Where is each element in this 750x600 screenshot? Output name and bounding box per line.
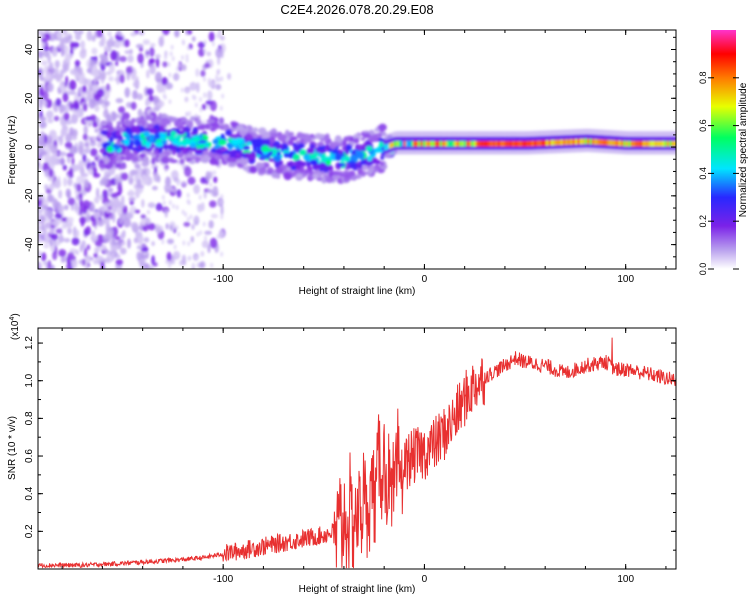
snr-multiplier-base: (x10 bbox=[10, 320, 21, 340]
snr-panel: -100 0 100 0.2 0.4 0.6 0.8 1.0 1.2 Height of str… bbox=[7, 313, 677, 595]
spectrogram-x-label: Height of straight line (km) bbox=[299, 286, 416, 297]
snr-x-tick-label: 0 bbox=[422, 574, 428, 585]
snr-y-tick-label: 1.2 bbox=[24, 336, 35, 350]
snr-multiplier: (x104) bbox=[9, 313, 21, 340]
spectrogram-frame bbox=[37, 29, 677, 270]
colorbar-tick-label: 0.8 bbox=[698, 72, 708, 85]
snr-x-tick-label: 100 bbox=[617, 574, 634, 585]
snr-x-label: Height of straight line (km) bbox=[299, 584, 416, 595]
spectrogram-x-tick-label: -100 bbox=[213, 274, 233, 285]
snr-y-tick-label: 0.4 bbox=[24, 486, 35, 500]
spectrogram-y-tick-label: -40 bbox=[24, 237, 35, 252]
snr-ticks: -100 0 100 0.2 0.4 0.6 0.8 1.0 1.2 bbox=[24, 328, 676, 585]
colorbar: 0.0 0.2 0.4 0.6 0.8 Normalized spectral ampl… bbox=[698, 30, 749, 275]
spectrogram-y-tick-label: 0 bbox=[24, 144, 35, 150]
snr-line bbox=[38, 337, 676, 569]
spectrogram-y-tick-label: 20 bbox=[24, 92, 35, 104]
snr-series bbox=[38, 337, 676, 569]
colorbar-gradient bbox=[711, 30, 736, 269]
snr-x-tick-label: -100 bbox=[213, 574, 233, 585]
snr-y-label: SNR (10 * v/v) bbox=[7, 416, 18, 480]
spectrogram-y-tick-label: 40 bbox=[24, 44, 35, 56]
snr-frame bbox=[37, 327, 677, 570]
colorbar-ticks: 0.0 0.2 0.4 0.6 0.8 bbox=[698, 72, 739, 276]
colorbar-tick-label: 0.0 bbox=[698, 263, 708, 276]
snr-y-tick-label: 1.0 bbox=[24, 373, 35, 387]
colorbar-label: Normalized spectral amplitude bbox=[738, 82, 749, 217]
snr-y-tick-label: 0.6 bbox=[24, 449, 35, 463]
spectrogram-x-tick-label: 0 bbox=[422, 274, 428, 285]
snr-y-tick-label: 0.8 bbox=[24, 411, 35, 425]
spectrogram-ticks: -100 0 100 -40 -20 0 20 40 bbox=[24, 30, 676, 285]
snr-y-tick-label: 0.2 bbox=[24, 524, 35, 538]
snr-multiplier-exponent: 4 bbox=[9, 317, 16, 321]
spectrogram-panel: -100 0 100 -40 -20 0 20 40 Height of straight l… bbox=[7, 29, 677, 297]
chart-title: C2E4.2026.078.20.29.E08 bbox=[280, 2, 433, 17]
colorbar-tick-label: 0.6 bbox=[698, 119, 708, 132]
colorbar-tick-label: 0.2 bbox=[698, 215, 708, 228]
spectrogram-y-tick-label: -20 bbox=[24, 188, 35, 203]
spectrogram-x-tick-label: 100 bbox=[617, 274, 634, 285]
colorbar-tick-label: 0.4 bbox=[698, 167, 708, 180]
spectrogram-y-label: Frequency (Hz) bbox=[7, 116, 18, 185]
spectrogram-heatmap bbox=[38, 30, 676, 269]
